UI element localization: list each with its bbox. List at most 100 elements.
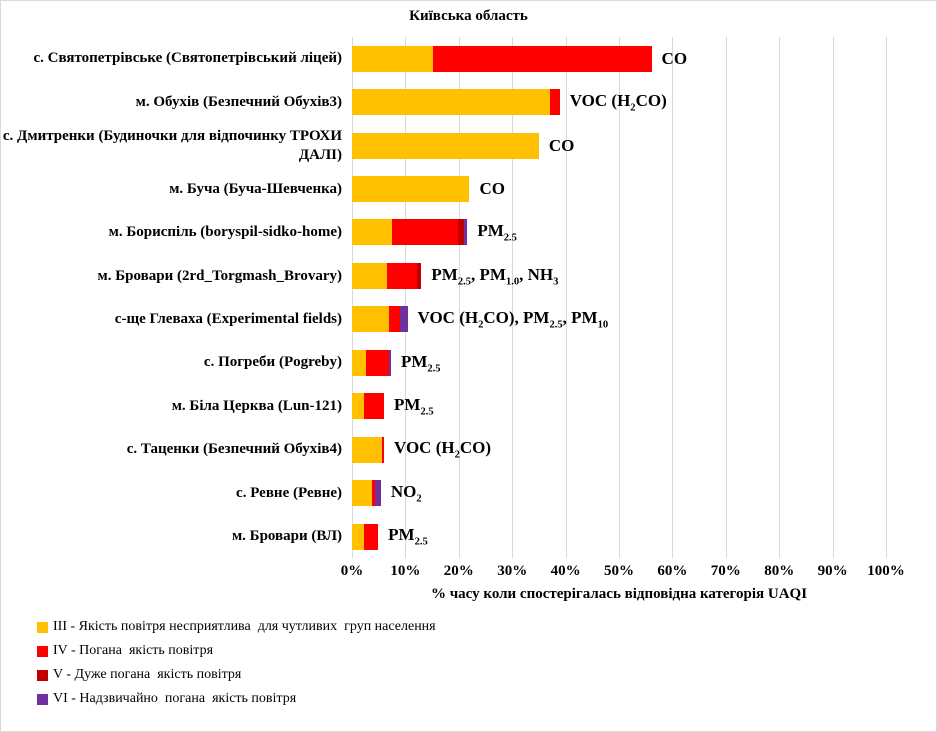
bar-segment-III <box>352 436 382 463</box>
bar-area: PM2.5 <box>352 341 441 384</box>
gridline <box>458 37 460 559</box>
bar-segment-III <box>352 132 539 159</box>
bar-segment-IV <box>381 436 385 463</box>
chart-row: с. Святопетрівське (Святопетрівський ліц… <box>1 37 936 80</box>
gridline <box>352 37 353 559</box>
bar-segment-III <box>352 176 470 203</box>
chart-row: м. Буча (Буча-Шевченка) CO <box>1 167 936 210</box>
bar-segment-III <box>352 523 365 550</box>
pollutant-annotation: CO <box>661 48 688 68</box>
category-label: м. Буча (Буча-Шевченка) <box>169 180 342 197</box>
x-tick-label: 50% <box>604 563 634 580</box>
legend-item: IV - Погана якість повітря <box>37 643 936 659</box>
category-label: с-ще Глеваха (Experimental fields) <box>114 310 342 327</box>
gridline <box>405 37 407 559</box>
category-label: с. Погреби (Pogreby) <box>203 354 342 371</box>
gridline <box>619 37 620 559</box>
bar-segment-III <box>352 89 550 116</box>
x-tick-label: 100% <box>867 563 905 580</box>
x-tick-label: 80% <box>764 563 795 580</box>
bar-area: CO <box>352 167 505 210</box>
chart-row: с-ще Глеваха (Experimental fields) VOC (H… <box>1 298 936 341</box>
gridline <box>886 37 887 559</box>
category-label: м. Обухів (Безпечний Обухів3) <box>135 93 342 110</box>
pollutant-annotation: PM2.5 <box>394 395 434 418</box>
chart-row: с. Погреби (Pogreby) PM2.5 <box>1 341 936 384</box>
bar-segment-V <box>458 219 465 246</box>
chart-row: с. Дмитренки (Будиночки для відпочинку Т… <box>1 124 936 167</box>
pollutant-annotation: CO <box>479 179 505 199</box>
bar-segment-IV <box>372 480 376 507</box>
bar-segment-V <box>416 262 422 289</box>
legend-swatch-IV <box>37 645 48 657</box>
x-tick-label: 70% <box>710 563 741 580</box>
category-label: м. Біла Церква (Lun-121) <box>171 397 342 414</box>
x-tick-label: 10% <box>390 563 421 580</box>
bar-segment-IV <box>364 523 379 550</box>
pollutant-annotation: VOC (H2CO) <box>569 90 667 114</box>
legend-item: V - Дуже погана якість повітря <box>37 667 936 683</box>
category-label: с. Святопетрівське (Святопетрівський ліц… <box>33 50 342 67</box>
legend-item: VI - Надзвичайно погана якість повітря <box>37 691 936 707</box>
x-axis: 0% 10% 20% 30% 40% 50% 60% 70% 80% 90% 100% <box>1 558 936 584</box>
x-tick-label: 60% <box>657 563 688 580</box>
bar-area: VOC (H2CO) <box>352 428 491 471</box>
bar-area: PM2.5 <box>352 211 517 254</box>
legend-swatch-III <box>37 621 48 633</box>
bar-segment-III <box>352 393 364 420</box>
x-tick-label: 90% <box>817 563 848 580</box>
gridline <box>832 37 834 559</box>
bar-segment-VI <box>399 306 408 333</box>
chart-row: с. Ревне (Ревне) NO2 <box>1 471 936 514</box>
bar-segment-III <box>352 219 393 246</box>
bar-area: PM2.5 <box>352 515 428 558</box>
chart-row: м. Бровари (ВЛ) PM2.5 <box>1 515 936 558</box>
pollutant-annotation: NO2 <box>390 481 422 505</box>
gridlines <box>352 37 887 559</box>
category-label: с. Дмитренки (Будиночки для відпочинку Т… <box>2 127 342 163</box>
bar-area: VOC (H2CO), PM2.5, PM10 <box>352 298 608 341</box>
category-label: м. Бориспіль (boryspil-sidko-home) <box>108 224 342 241</box>
legend-label: IV - Погана якість повітря <box>53 643 214 659</box>
pollutant-annotation: VOC (H2CO), PM2.5, PM10 <box>417 308 609 331</box>
category-label: с. Таценки (Безпечний Обухів4) <box>126 441 342 458</box>
chart-title: Київська область <box>409 8 528 24</box>
bar-area: PM2.5 <box>352 385 434 428</box>
bar-area: CO <box>352 124 574 167</box>
legend-item: III - Якість повітря несприятлива для чу… <box>37 619 936 635</box>
category-label: м. Бровари (ВЛ) <box>231 528 342 545</box>
pollutant-annotation: CO <box>548 135 575 155</box>
legend-swatch-VI <box>37 693 48 705</box>
chart-row: м. Обухів (Безпечний Обухів3) VOC (H2CO) <box>1 80 936 123</box>
bar-segment-VI <box>375 480 381 507</box>
bar-area: VOC (H2CO) <box>352 80 667 123</box>
bar-area: CO <box>352 37 687 80</box>
pollutant-annotation: PM2.5 <box>477 221 517 244</box>
chart-row: с. Таценки (Безпечний Обухів4) VOC (H2CO) <box>1 428 936 471</box>
legend-swatch-V <box>37 669 48 681</box>
x-tick-label: 20% <box>443 563 474 580</box>
x-axis-title: % часу коли спостерігалась відповідна ка… <box>430 586 808 603</box>
pollutant-annotation: PM2.5 <box>400 351 441 374</box>
bar-segment-III <box>352 349 366 376</box>
bar-segment-III <box>352 262 387 289</box>
chart-row: м. Біла Церква (Lun-121) PM2.5 <box>1 385 936 428</box>
category-label: с. Ревне (Ревне) <box>236 484 342 501</box>
bar-segment-IV <box>389 306 400 333</box>
chart-rows: с. Святопетрівське (Святопетрівський ліц… <box>1 37 936 558</box>
gridline <box>672 37 674 559</box>
x-tick-label: 0% <box>340 563 364 580</box>
bar-segment-IV <box>549 89 560 116</box>
bar-segment-IV <box>363 393 385 420</box>
bar-segment-IV <box>386 262 417 289</box>
legend: III - Якість повітря несприятлива для чу… <box>37 619 936 707</box>
bar-segment-III <box>352 480 373 507</box>
gridline <box>512 37 514 559</box>
bar-segment-IV <box>433 45 652 72</box>
bar-segment-III <box>352 306 390 333</box>
bar-area: PM2.5, PM1.0, NH3 <box>352 254 558 297</box>
x-tick-label: 40% <box>550 563 581 580</box>
pollutant-annotation: VOC (H2CO) <box>394 438 492 461</box>
plot-area: с. Святопетрівське (Святопетрівський ліц… <box>1 37 936 559</box>
